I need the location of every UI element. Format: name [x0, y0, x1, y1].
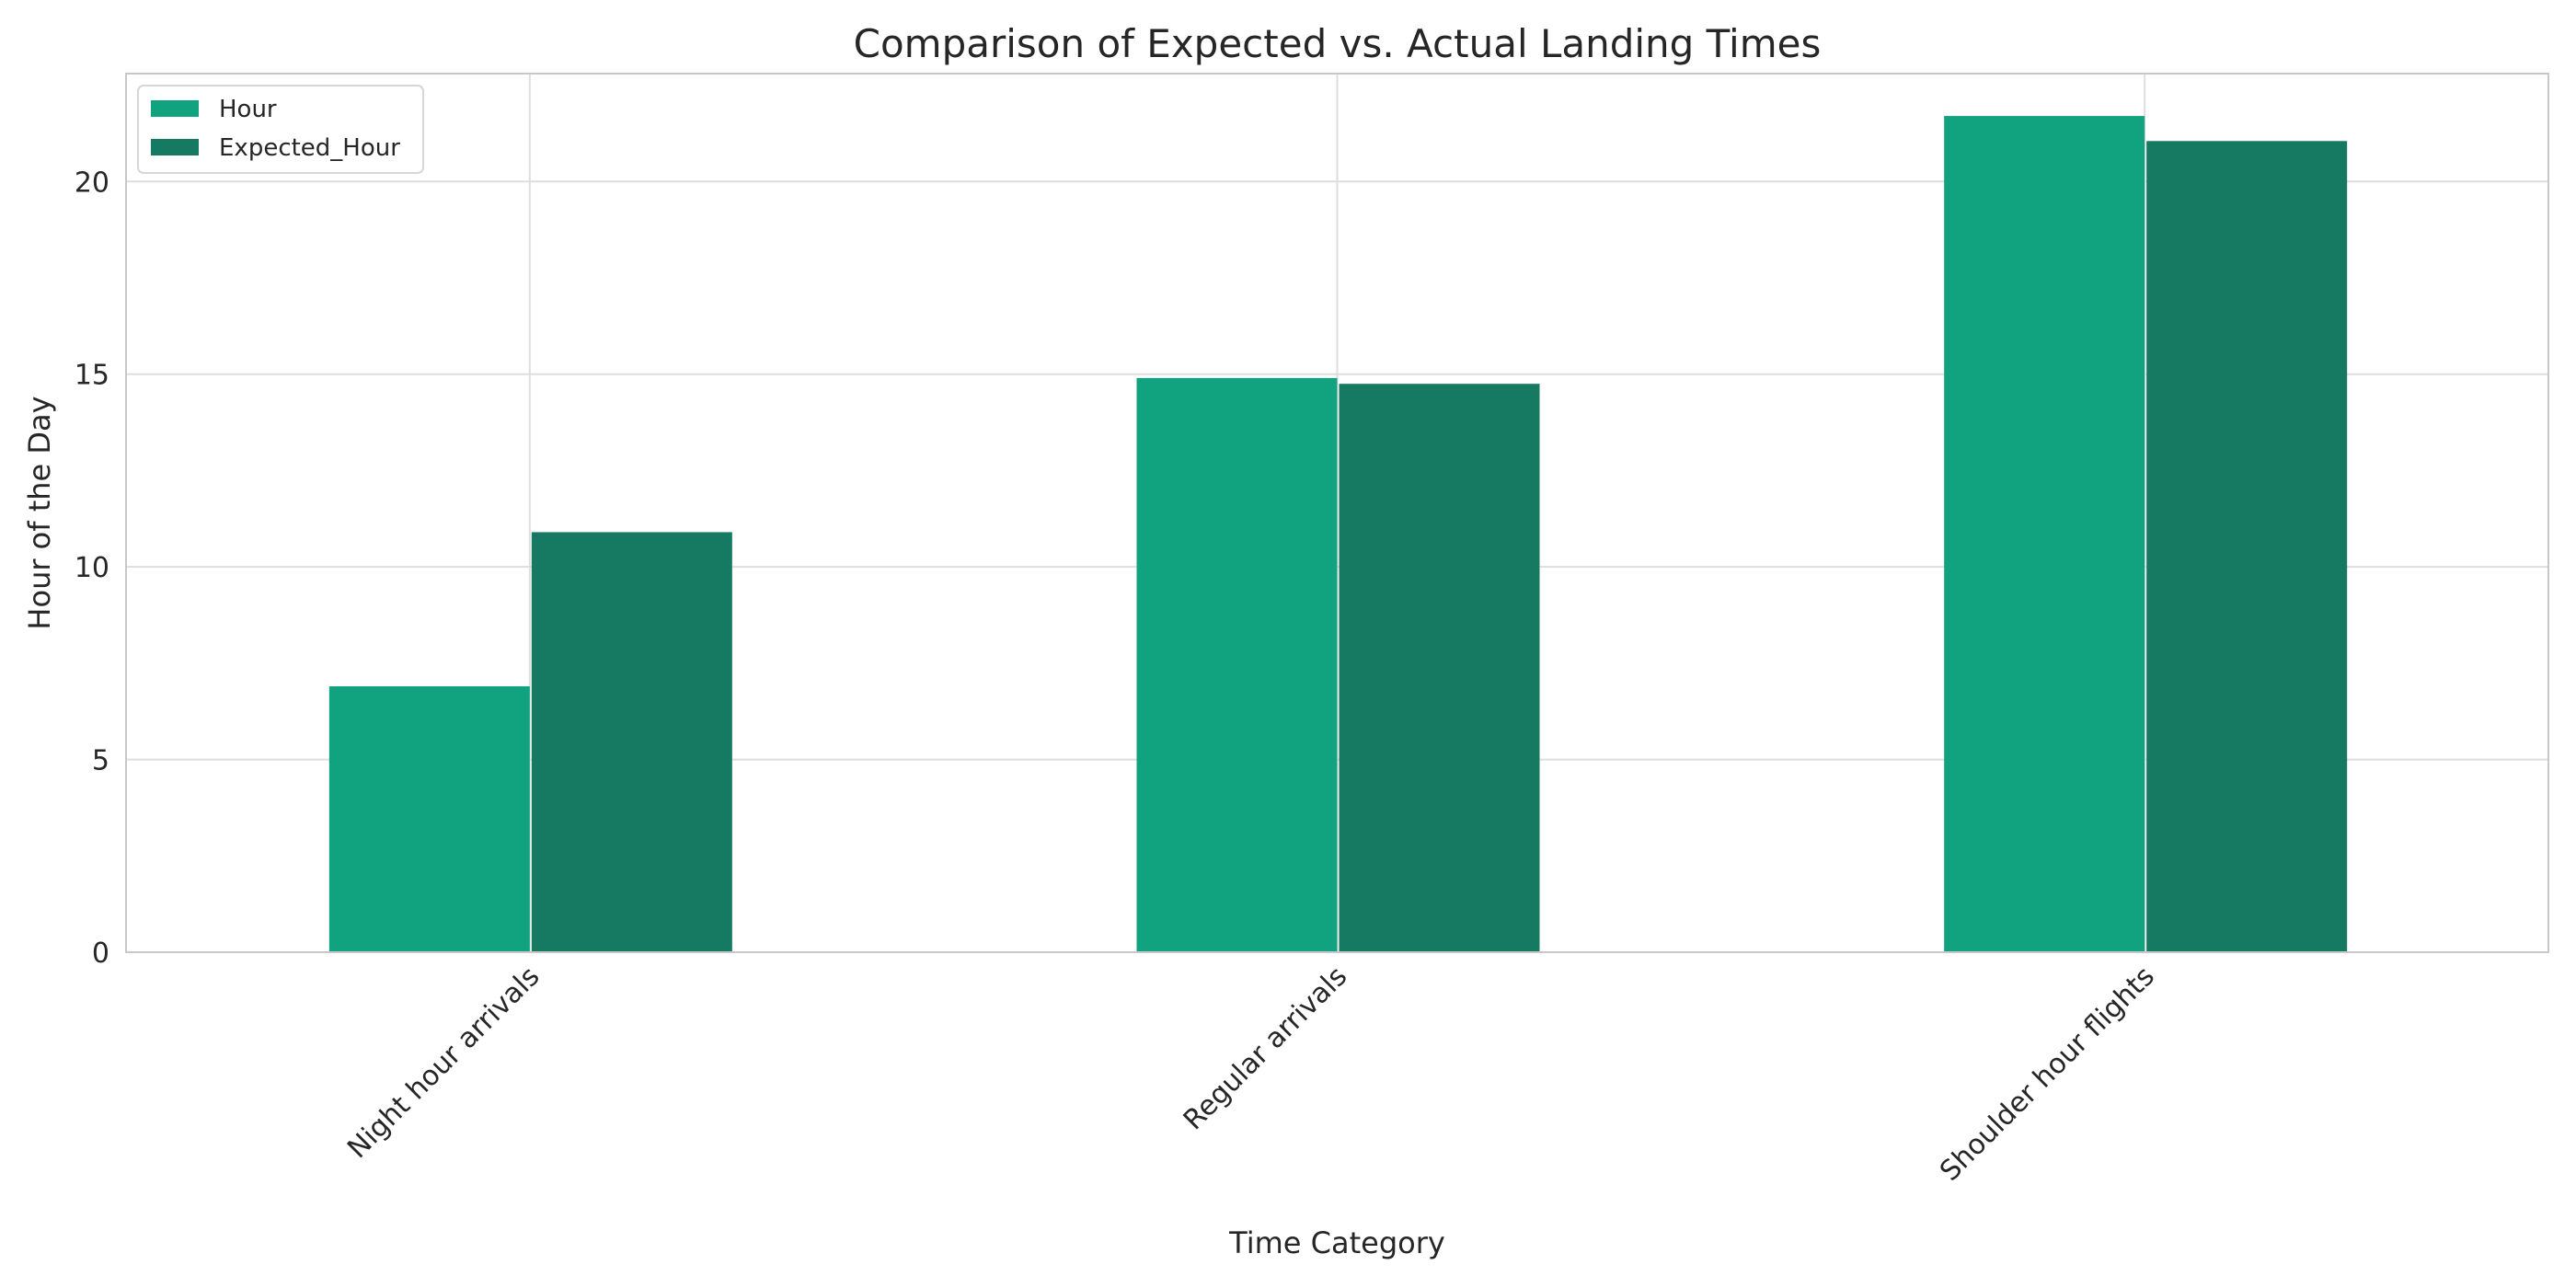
legend-box — [137, 85, 424, 174]
bar-layer — [328, 116, 2348, 953]
x-tick-label: Night hour arrivals — [341, 960, 546, 1165]
x-axis-title: Time Category — [1228, 1225, 1445, 1260]
x-tick-labels: Night hour arrivals Regular arrivals Shoul… — [341, 960, 2161, 1188]
bar — [1136, 377, 1338, 952]
bar — [1944, 116, 2145, 952]
y-tick-label: 0 — [92, 937, 109, 970]
y-tick-label: 20 — [75, 167, 109, 199]
y-tick-labels: 0 5 10 15 20 — [75, 167, 109, 970]
legend-label-expected-hour: Expected_Hour — [219, 134, 400, 162]
bar — [328, 685, 530, 952]
bar — [1339, 384, 1540, 952]
y-axis-title: Hour of the Day — [22, 396, 57, 629]
legend-swatch-expected-hour — [151, 139, 199, 155]
y-tick-label: 5 — [92, 745, 109, 777]
chart-title: Comparison of Expected vs. Actual Landin… — [854, 21, 1822, 66]
legend-label-hour: Hour — [219, 96, 277, 123]
x-tick-label: Shoulder hour flights — [1934, 960, 2161, 1188]
legend: Hour Expected_Hour — [137, 85, 424, 174]
legend-swatch-hour — [151, 100, 199, 117]
plot-frame — [125, 73, 2549, 953]
bar — [531, 532, 732, 952]
y-tick-label: 10 — [75, 552, 109, 584]
x-tick-label: Regular arrivals — [1178, 960, 1353, 1136]
bar — [2146, 141, 2348, 953]
y-tick-label: 15 — [75, 360, 109, 392]
